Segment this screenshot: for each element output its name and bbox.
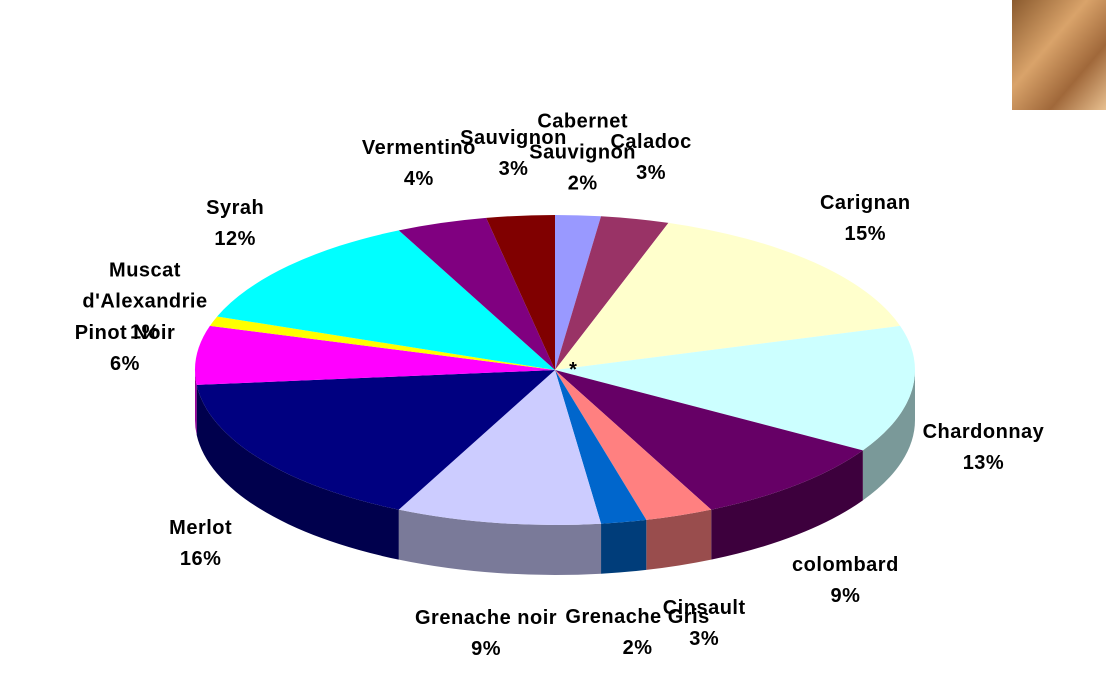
category-label: Grenache Gris xyxy=(553,602,723,633)
category-label: Carignan xyxy=(780,188,950,219)
category-label: Sauvignon xyxy=(429,123,599,154)
decor-image xyxy=(1012,0,1106,110)
annotation: * xyxy=(569,359,577,381)
value-label: 13% xyxy=(898,448,1068,479)
category-label: Merlot xyxy=(116,513,286,544)
category-label: Syrah xyxy=(150,193,320,224)
category-label: Chardonnay xyxy=(898,417,1068,448)
value-label: 3% xyxy=(429,154,599,185)
slice-side xyxy=(601,520,646,574)
category-label: Grenache noir xyxy=(401,603,571,634)
category-label: colombard xyxy=(760,550,930,581)
value-label: 12% xyxy=(150,224,320,255)
category-label: Muscat d'Alexandrie xyxy=(60,255,230,317)
value-label: 9% xyxy=(401,634,571,665)
chart: * Cabernet Sauvignon2%Caladoc3%Carignan1… xyxy=(0,0,1106,696)
value-label: 1% xyxy=(60,317,230,348)
value-label: 15% xyxy=(780,219,950,250)
value-label: 2% xyxy=(553,633,723,664)
value-label: 6% xyxy=(40,349,210,380)
value-label: 16% xyxy=(116,544,286,575)
